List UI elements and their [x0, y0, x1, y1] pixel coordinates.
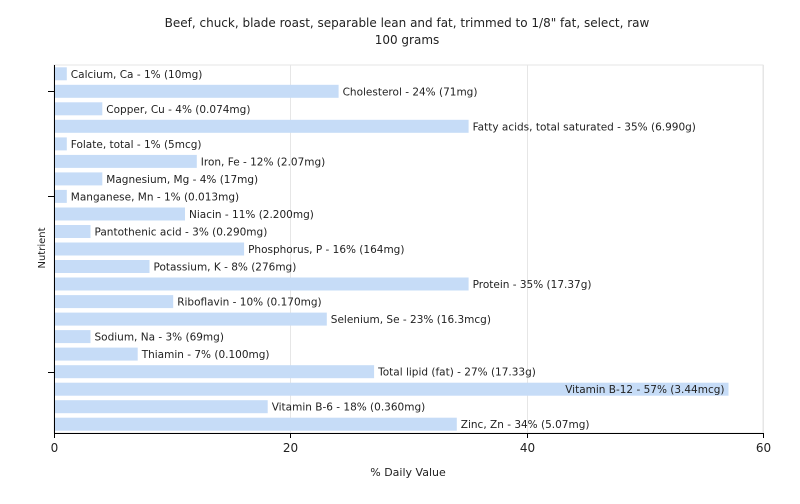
- bar-label: Thiamin - 7% (0.100mg): [141, 349, 270, 361]
- bar-label: Folate, total - 1% (5mcg): [71, 139, 202, 151]
- axes: 0 20 40 60: [48, 65, 771, 455]
- bar-label: Potassium, K - 8% (276mg): [154, 262, 297, 274]
- bar: [55, 295, 174, 309]
- x-axis-title: % Daily Value: [370, 466, 446, 479]
- bar: [55, 312, 327, 326]
- x-tick-label: 0: [51, 441, 59, 455]
- bar-label: Vitamin B-6 - 18% (0.360mg): [272, 402, 426, 414]
- chart-title: Beef, chuck, blade roast, separable lean…: [165, 16, 650, 30]
- bar: [55, 102, 103, 116]
- bar: [55, 119, 469, 133]
- bar: [55, 207, 185, 221]
- bar-labels: Calcium, Ca - 1% (10mg) Cholesterol - 24%…: [71, 69, 725, 431]
- bar-label: Iron, Fe - 12% (2.07mg): [201, 156, 325, 168]
- chart-subtitle: 100 grams: [375, 33, 440, 47]
- bars: [55, 67, 729, 431]
- bar: [55, 400, 268, 414]
- bar-label: Cholesterol - 24% (71mg): [343, 86, 478, 98]
- bar: [55, 277, 469, 291]
- bar-label: Copper, Cu - 4% (0.074mg): [106, 104, 250, 116]
- bar: [55, 172, 103, 186]
- bar-label: Manganese, Mn - 1% (0.013mg): [71, 191, 239, 203]
- bar: [55, 417, 457, 431]
- bar-label: Niacin - 11% (2.200mg): [189, 209, 314, 221]
- bar-label: Pantothenic acid - 3% (0.290mg): [95, 227, 268, 239]
- bar: [55, 260, 150, 273]
- y-axis-title: Nutrient: [37, 227, 48, 268]
- bar: [55, 189, 67, 203]
- bar-label: Total lipid (fat) - 27% (17.33g): [377, 367, 536, 379]
- bar-label: Zinc, Zn - 34% (5.07mg): [461, 419, 590, 431]
- bar: [55, 365, 375, 379]
- bar: [55, 84, 339, 98]
- bar-label: Magnesium, Mg - 4% (17mg): [106, 174, 258, 186]
- x-tick-label: 60: [756, 441, 771, 455]
- bar-label: Sodium, Na - 3% (69mg): [95, 332, 224, 344]
- bar: [55, 242, 245, 256]
- bar: [55, 67, 67, 81]
- x-tick-label: 20: [283, 441, 298, 455]
- bar-label: Fatty acids, total saturated - 35% (6.99…: [473, 121, 696, 133]
- bar: [55, 137, 67, 151]
- bar: [55, 225, 91, 238]
- bar-label: Selenium, Se - 23% (16.3mcg): [331, 314, 491, 326]
- bar: [55, 154, 197, 168]
- bar: [55, 347, 138, 361]
- bar: [55, 330, 91, 344]
- bar-label: Vitamin B-12 - 57% (3.44mcg): [565, 384, 724, 396]
- bar-label: Riboflavin - 10% (0.170mg): [177, 297, 321, 309]
- bar: [55, 382, 729, 396]
- x-tick-label: 40: [520, 441, 535, 455]
- bar-label: Phosphorus, P - 16% (164mg): [248, 244, 404, 256]
- bar-label: Protein - 35% (17.37g): [473, 279, 592, 291]
- bar-label: Calcium, Ca - 1% (10mg): [71, 69, 203, 81]
